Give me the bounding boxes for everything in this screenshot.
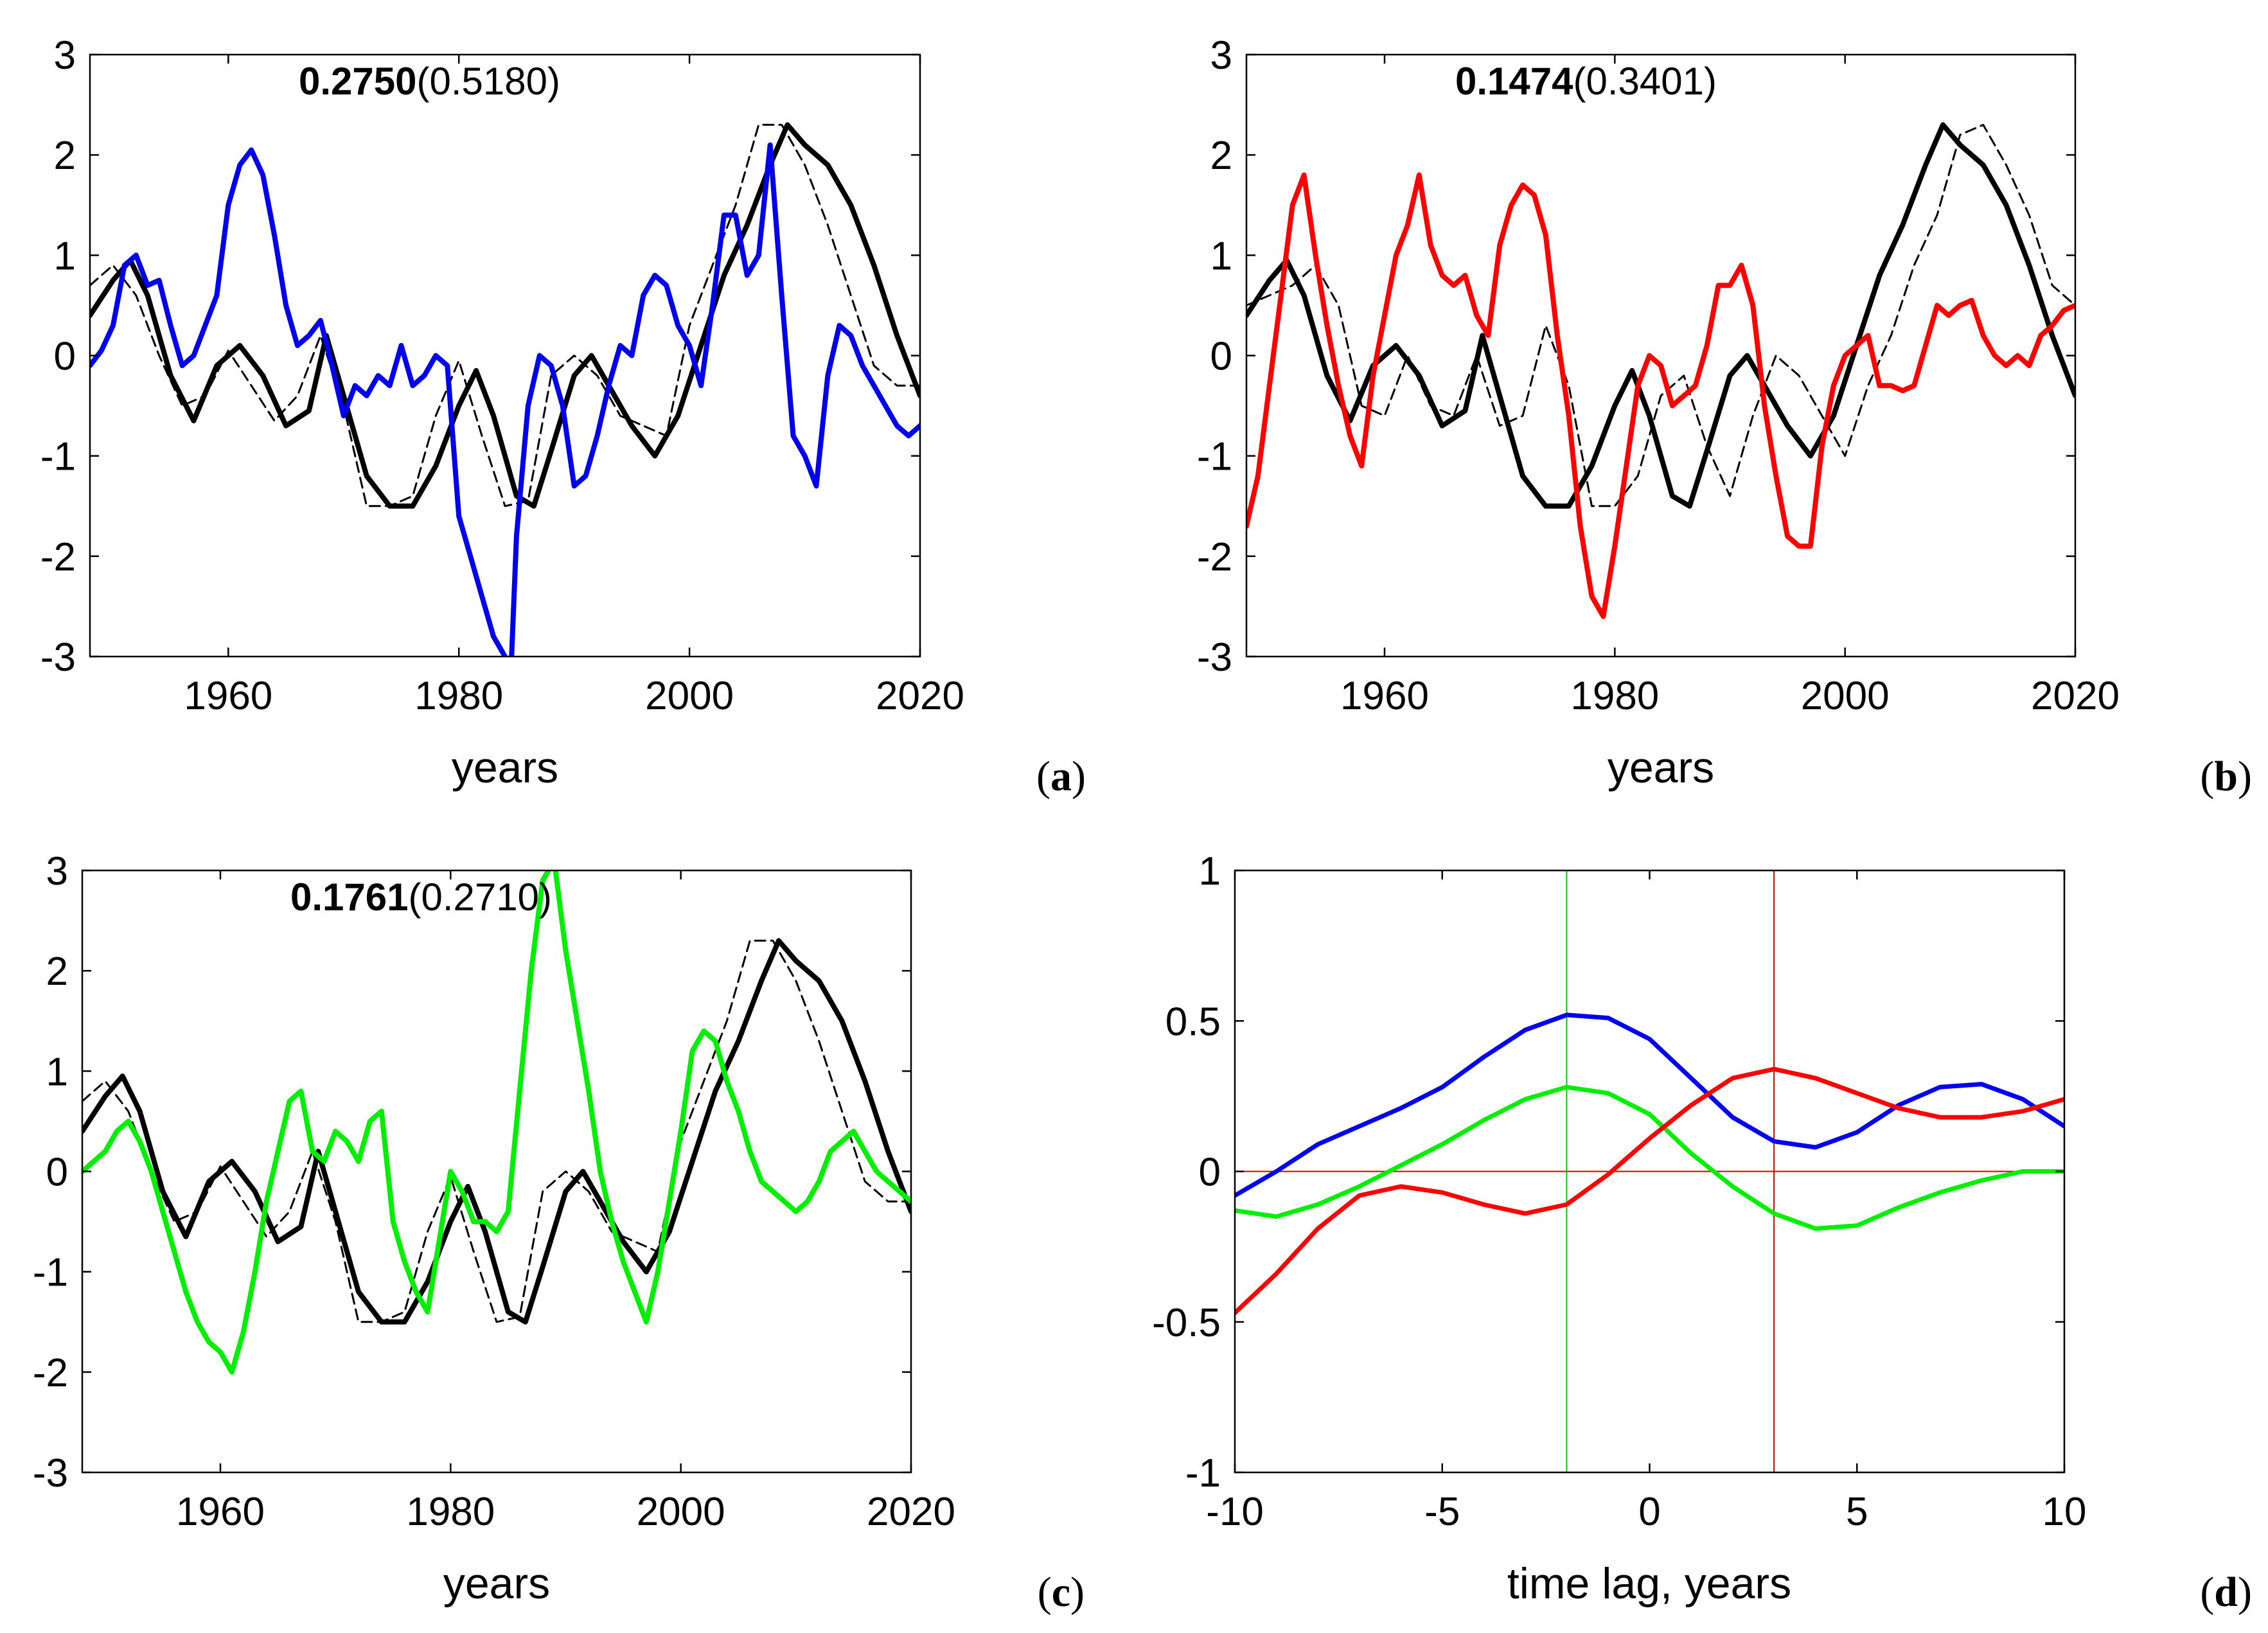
y-tick-label: -3 xyxy=(33,1451,68,1496)
y-tick-label: 0 xyxy=(54,335,76,379)
y-tick-label: -3 xyxy=(40,635,76,680)
y-tick-label: -3 xyxy=(1197,635,1232,680)
panel-label: (d) xyxy=(2200,1569,2252,1616)
correlation-value: 0.1761 xyxy=(290,876,409,919)
correlation-annotation: 0.1474(0.3401) xyxy=(1455,60,1717,103)
x-tick-label: 5 xyxy=(1846,1490,1868,1534)
series-line-black xyxy=(90,122,920,509)
panel-label-open: ( xyxy=(1036,753,1050,800)
y-tick-label: 3 xyxy=(46,849,68,894)
correlation-max-value: (0.3401) xyxy=(1573,60,1717,103)
y-tick-label: 0 xyxy=(1210,335,1232,379)
panel-label-close: ) xyxy=(1072,753,1086,800)
correlation-annotation: 0.1761(0.2710) xyxy=(290,876,552,919)
y-tick-label: 1 xyxy=(1199,849,1221,894)
x-tick-label: -5 xyxy=(1424,1490,1460,1534)
correlation-max-value: (0.2710) xyxy=(409,876,552,919)
x-tick-label: 1980 xyxy=(414,674,503,718)
axes-box xyxy=(81,869,912,1474)
panel-label-close: ) xyxy=(2238,1569,2252,1616)
series-group xyxy=(82,870,911,1375)
x-tick-label: 2000 xyxy=(637,1490,725,1534)
y-tick-label: -1 xyxy=(1185,1451,1221,1496)
panel-label-letter: b xyxy=(2214,753,2238,800)
series-line-dashed xyxy=(82,939,911,1323)
y-tick-label: -2 xyxy=(1197,535,1232,579)
y-tick-label: 3 xyxy=(1210,33,1232,78)
y-tick-label: 1 xyxy=(46,1050,68,1094)
x-tick-label: 1960 xyxy=(1340,674,1429,718)
series-line-red xyxy=(1235,1066,2064,1316)
series-group xyxy=(90,122,920,657)
x-tick-label: 1960 xyxy=(176,1490,265,1534)
y-tick-label: -1 xyxy=(33,1251,68,1295)
panel-a: 1960 1980 2000 2020-3-2-10123years0.2750(0.… xyxy=(40,33,1086,800)
correlation-value: 0.2750 xyxy=(299,60,417,103)
x-tick-label: 1960 xyxy=(184,674,272,718)
y-tick-label: 2 xyxy=(46,949,68,994)
series-group xyxy=(1235,1012,2064,1316)
x-axis-label: years xyxy=(452,743,558,792)
panel-label: (a) xyxy=(1036,753,1086,800)
correlation-annotation: 0.2750(0.5180) xyxy=(299,60,560,103)
series-line-green xyxy=(1235,1084,2064,1231)
x-tick-label: 2000 xyxy=(645,674,734,718)
series-line-blue xyxy=(90,142,920,657)
x-tick-label: 2020 xyxy=(876,674,964,718)
panel-label-open: ( xyxy=(2200,753,2214,800)
panel-b: 1960 1980 2000 2020-3-2-10123years0.1474(0.… xyxy=(1197,33,2252,800)
panel-label-open: ( xyxy=(2200,1569,2214,1616)
y-tick-label: -0.5 xyxy=(1152,1301,1221,1345)
x-tick-label: 10 xyxy=(2042,1490,2087,1534)
y-tick-label: 0 xyxy=(1199,1151,1221,1195)
series-line-dashed xyxy=(90,123,920,508)
panel-label-letter: d xyxy=(2214,1569,2238,1616)
series-line-black xyxy=(1246,122,2075,509)
x-tick-label: 1980 xyxy=(406,1490,495,1534)
axes-box xyxy=(1245,53,2077,658)
x-axis-label: years xyxy=(443,1559,550,1608)
panel-label-close: ) xyxy=(2238,753,2252,800)
series-line-green xyxy=(82,870,911,1375)
x-tick-label: 2000 xyxy=(1801,674,1890,718)
y-tick-label: 0 xyxy=(46,1151,68,1195)
y-tick-label: 1 xyxy=(54,234,76,278)
panel-label: (c) xyxy=(1038,1569,1085,1616)
panel-label-open: ( xyxy=(1038,1569,1052,1616)
x-tick-label: 0 xyxy=(1638,1490,1660,1534)
y-tick-label: -2 xyxy=(40,535,76,579)
x-tick-label: 2020 xyxy=(2031,674,2120,718)
panel-label-letter: a xyxy=(1050,753,1072,800)
y-tick-label: -2 xyxy=(33,1351,68,1395)
y-tick-label: 0.5 xyxy=(1165,1000,1221,1044)
y-tick-label: 3 xyxy=(54,33,76,78)
y-tick-label: 2 xyxy=(1210,134,1232,178)
x-axis-label: years xyxy=(1608,743,1714,792)
y-tick-label: 1 xyxy=(1210,234,1232,278)
series-line-blue xyxy=(1235,1012,2064,1198)
panel-label: (b) xyxy=(2200,753,2252,800)
x-tick-label: 1980 xyxy=(1570,674,1659,718)
panel-d: -10 -5 0 5 10 -1 -0.5 0 0.5 1 time lag, years (d) xyxy=(1152,849,2252,1616)
series-line-dashed xyxy=(1246,123,2075,508)
panel-label-close: ) xyxy=(1070,1569,1085,1616)
series-line-red xyxy=(1246,172,2075,619)
x-tick-label: 2020 xyxy=(867,1490,955,1534)
y-tick-label: 2 xyxy=(54,134,76,178)
panel-c: 1960 1980 2000 2020-3-2-10123years0.1761(0.… xyxy=(33,849,1085,1616)
x-tick-label: -10 xyxy=(1206,1490,1264,1534)
series-group xyxy=(1246,122,2075,619)
panel-label-letter: c xyxy=(1052,1569,1070,1616)
axes-box xyxy=(89,53,921,658)
correlation-max-value: (0.5180) xyxy=(417,60,560,103)
series-line-black xyxy=(82,938,911,1325)
y-tick-label: -1 xyxy=(1197,435,1232,479)
x-axis-label: time lag, years xyxy=(1507,1559,1791,1608)
y-tick-label: -1 xyxy=(40,435,76,479)
correlation-value: 0.1474 xyxy=(1455,60,1573,103)
